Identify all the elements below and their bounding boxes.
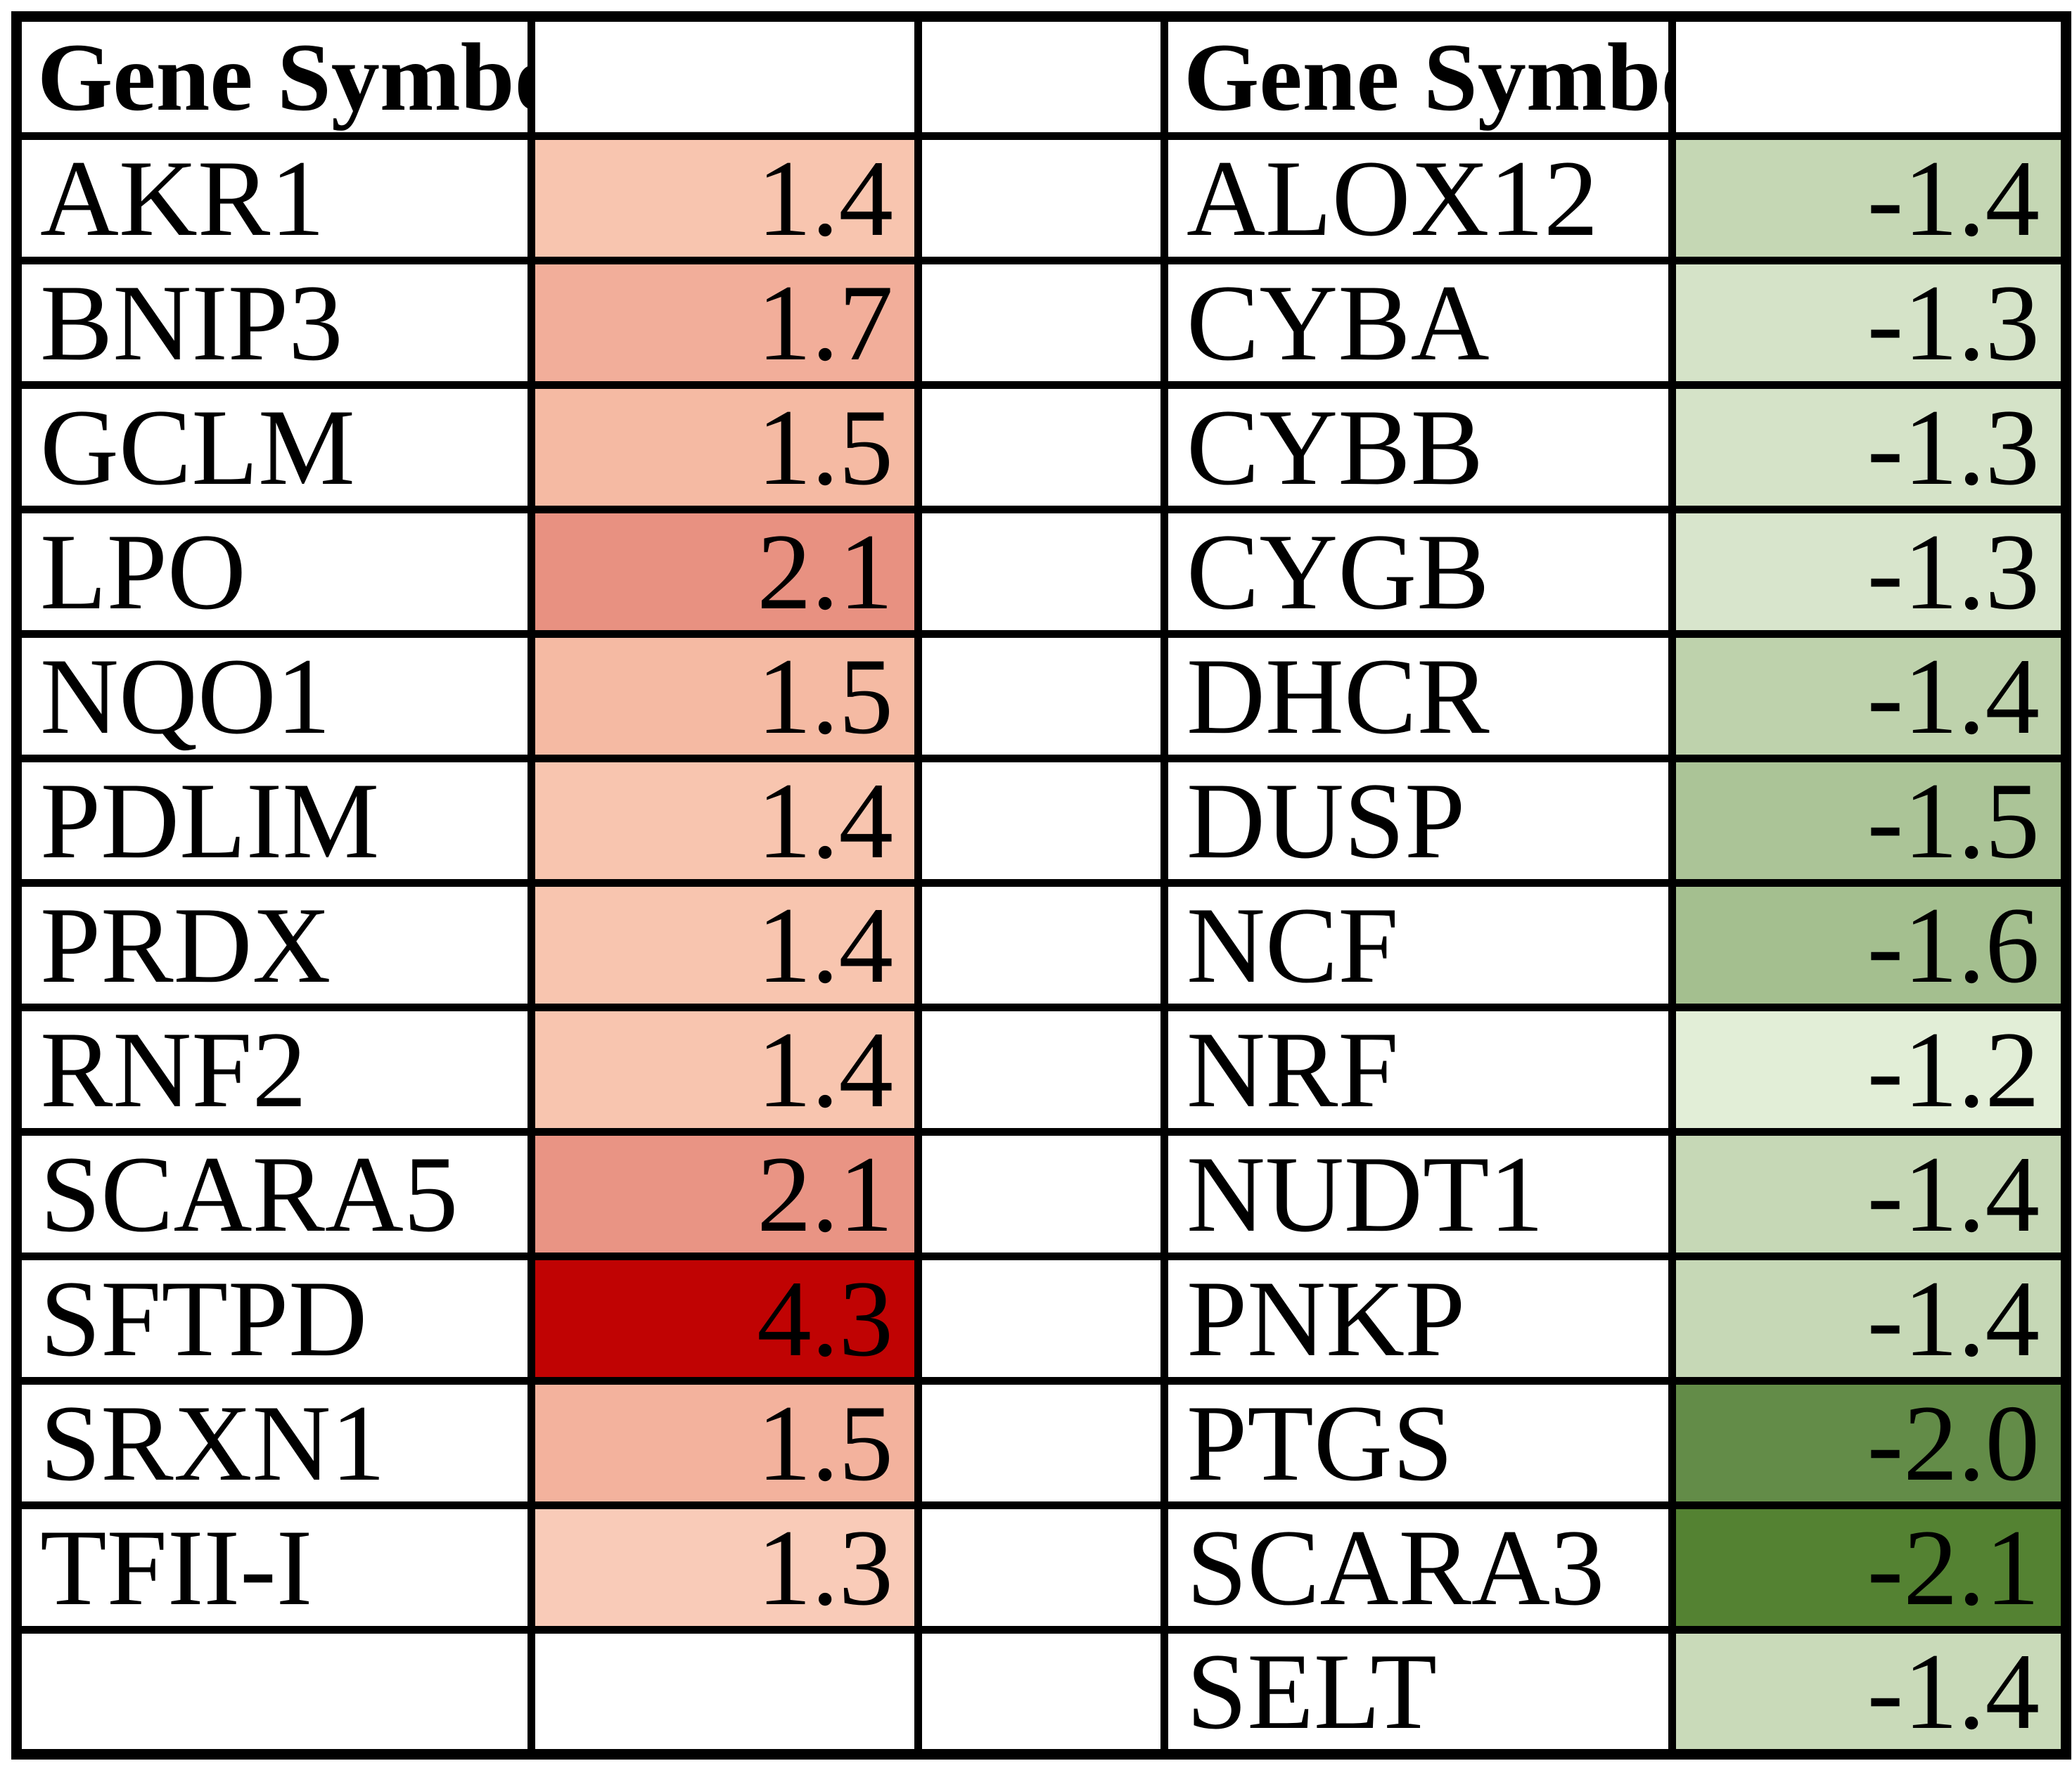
left-value-cell: 2.1 — [527, 506, 922, 638]
left-value-cell: 4.3 — [527, 1253, 922, 1385]
spacer-cell — [914, 879, 1168, 1011]
right-value-cell: -1.5 — [1668, 755, 2070, 887]
left-gene-cell: PRDX — [13, 879, 535, 1011]
left-gene-cell: LPO — [13, 506, 535, 638]
table-row: SELT -1.4 — [13, 1626, 2070, 1758]
table-row: NQO1 1.5 DHCR -1.4 — [13, 630, 2070, 762]
left-gene-cell: NQO1 — [13, 630, 535, 762]
left-value-cell: 1.5 — [527, 630, 922, 762]
spacer-cell — [914, 1128, 1168, 1260]
spacer-cell — [914, 1501, 1168, 1634]
right-value-header-empty — [1668, 13, 2070, 140]
spacer-cell — [914, 257, 1168, 389]
left-value-cell: 1.7 — [527, 257, 922, 389]
left-gene-cell: RNF2 — [13, 1004, 535, 1136]
right-gene-cell: NUDT1 — [1160, 1128, 1676, 1260]
spacer-cell — [914, 506, 1168, 638]
spacer-cell — [914, 1004, 1168, 1136]
right-value-cell: -1.6 — [1668, 879, 2070, 1011]
right-gene-cell: CYGB — [1160, 506, 1676, 638]
left-value-cell: 1.4 — [527, 1004, 922, 1136]
right-gene-cell: PNKP — [1160, 1253, 1676, 1385]
spacer-cell — [914, 381, 1168, 513]
left-value-cell: 1.5 — [527, 381, 922, 513]
right-gene-cell: DUSP — [1160, 755, 1676, 887]
left-gene-cell: SRXN1 — [13, 1377, 535, 1509]
right-gene-cell: SCARA3 — [1160, 1501, 1676, 1634]
left-value-cell: 1.4 — [527, 132, 922, 264]
right-gene-cell: ALOX12 — [1160, 132, 1676, 264]
left-gene-cell: PDLIM — [13, 755, 535, 887]
left-gene-cell: SFTPD — [13, 1253, 535, 1385]
right-value-cell: -1.4 — [1668, 132, 2070, 264]
left-value-cell: 1.5 — [527, 1377, 922, 1509]
right-value-cell: -2.1 — [1668, 1501, 2070, 1634]
left-value-cell — [527, 1626, 922, 1758]
table-row: BNIP3 1.7 CYBA -1.3 — [13, 257, 2070, 389]
right-gene-cell: DHCR — [1160, 630, 1676, 762]
right-gene-cell: PTGS — [1160, 1377, 1676, 1509]
gene-table-body: Gene Symbol Gene Symbol AKR1 1.4 ALOX12 … — [13, 13, 2070, 1758]
left-gene-cell — [13, 1626, 535, 1758]
left-gene-cell: SCARA5 — [13, 1128, 535, 1260]
spacer-cell — [914, 630, 1168, 762]
table-row: LPO 2.1 CYGB -1.3 — [13, 506, 2070, 638]
right-value-cell: -1.3 — [1668, 257, 2070, 389]
spacer-cell — [914, 1377, 1168, 1509]
left-value-cell: 2.1 — [527, 1128, 922, 1260]
right-value-cell: -1.3 — [1668, 381, 2070, 513]
right-value-cell: -1.4 — [1668, 1253, 2070, 1385]
right-gene-cell: CYBA — [1160, 257, 1676, 389]
table-header-row: Gene Symbol Gene Symbol — [13, 13, 2070, 140]
left-value-cell: 1.4 — [527, 879, 922, 1011]
left-gene-cell: AKR1 — [13, 132, 535, 264]
left-gene-cell: GCLM — [13, 381, 535, 513]
table-row: GCLM 1.5 CYBB -1.3 — [13, 381, 2070, 513]
right-value-cell: -1.4 — [1668, 1128, 2070, 1260]
right-value-cell: -1.4 — [1668, 630, 2070, 762]
left-gene-cell: TFII-I — [13, 1501, 535, 1634]
right-value-cell: -1.2 — [1668, 1004, 2070, 1136]
table-row: SCARA5 2.1 NUDT1 -1.4 — [13, 1128, 2070, 1260]
right-gene-cell: NCF — [1160, 879, 1676, 1011]
right-gene-cell: CYBB — [1160, 381, 1676, 513]
table-row: SRXN1 1.5 PTGS -2.0 — [13, 1377, 2070, 1509]
left-value-cell: 1.4 — [527, 755, 922, 887]
left-value-cell: 1.3 — [527, 1501, 922, 1634]
right-value-cell: -1.3 — [1668, 506, 2070, 638]
left-gene-cell: BNIP3 — [13, 257, 535, 389]
table-row: PDLIM 1.4 DUSP -1.5 — [13, 755, 2070, 887]
right-gene-symbol-header: Gene Symbol — [1160, 13, 1676, 140]
spacer-cell — [914, 755, 1168, 887]
gene-foldchange-table: Gene Symbol Gene Symbol AKR1 1.4 ALOX12 … — [11, 11, 2071, 1760]
spacer-cell — [914, 1626, 1168, 1758]
right-value-cell: -2.0 — [1668, 1377, 2070, 1509]
table-row: SFTPD 4.3 PNKP -1.4 — [13, 1253, 2070, 1385]
spacer-cell — [914, 13, 1168, 140]
right-value-cell: -1.4 — [1668, 1626, 2070, 1758]
right-gene-cell: SELT — [1160, 1626, 1676, 1758]
table-row: AKR1 1.4 ALOX12 -1.4 — [13, 132, 2070, 264]
table-row: PRDX 1.4 NCF -1.6 — [13, 879, 2070, 1011]
spacer-cell — [914, 1253, 1168, 1385]
left-value-header-empty — [527, 13, 922, 140]
table-row: TFII-I 1.3 SCARA3 -2.1 — [13, 1501, 2070, 1634]
left-gene-symbol-header: Gene Symbol — [13, 13, 535, 140]
table-row: RNF2 1.4 NRF -1.2 — [13, 1004, 2070, 1136]
right-gene-cell: NRF — [1160, 1004, 1676, 1136]
spacer-cell — [914, 132, 1168, 264]
